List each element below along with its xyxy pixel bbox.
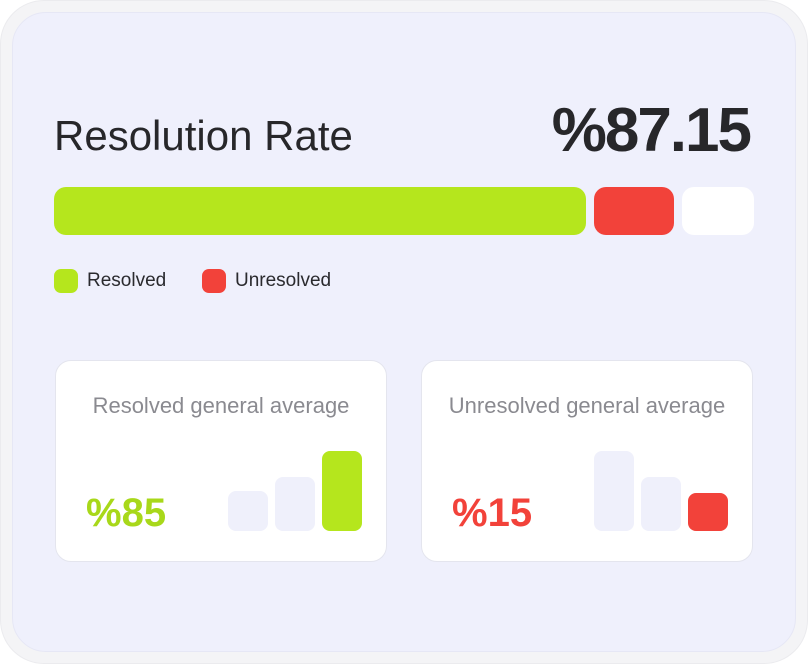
mini-chart-bar [322, 451, 362, 531]
legend-resolved: Resolved [54, 268, 166, 294]
unresolved-average-value: %15 [452, 491, 533, 535]
unresolved-swatch [202, 269, 226, 293]
legend-resolved-label: Resolved [87, 270, 167, 291]
mini-chart-bar [275, 477, 315, 531]
legend-unresolved-label: Unresolved [235, 270, 332, 291]
resolved-average-card: Resolved general average %85 [55, 360, 387, 562]
resolution-rate-value: %87.15 [551, 96, 752, 165]
unresolved-average-title: Unresolved general average [448, 393, 726, 418]
card-title: Resolution Rate [54, 112, 353, 159]
resolved-progress-segment [54, 187, 586, 235]
remaining-progress-segment [682, 187, 754, 235]
resolved-average-value: %85 [86, 491, 167, 535]
unresolved-progress-segment [594, 187, 674, 235]
mini-chart-bar [688, 493, 728, 531]
legend-unresolved: Unresolved [202, 268, 331, 294]
resolved-average-title: Resolved general average [92, 393, 350, 418]
resolved-swatch [54, 269, 78, 293]
mini-chart-bar [228, 491, 268, 531]
unresolved-average-card: Unresolved general average %15 [421, 360, 753, 562]
mini-chart-bar [641, 477, 681, 531]
mini-chart-bar [594, 451, 634, 531]
